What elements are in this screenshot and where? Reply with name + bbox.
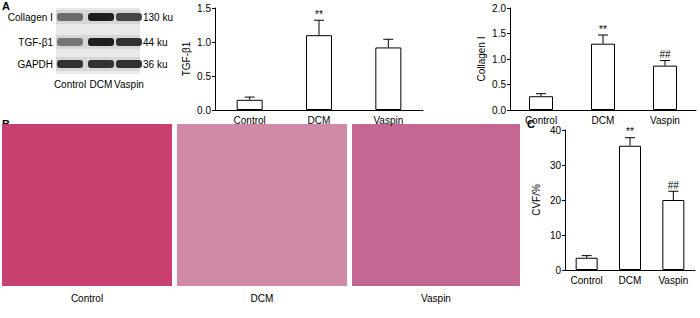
svg-text:**: ** [626, 126, 634, 137]
svg-text:0: 0 [555, 265, 561, 276]
svg-text:Control: Control [54, 79, 86, 90]
svg-text:Control: Control [234, 115, 266, 126]
svg-text:44 ku: 44 ku [143, 37, 167, 48]
svg-text:A: A [2, 0, 10, 12]
svg-text:0.5: 0.5 [492, 79, 506, 90]
svg-text:10: 10 [550, 230, 562, 241]
svg-text:Vaspin: Vaspin [650, 115, 680, 126]
svg-text:2.0: 2.0 [492, 3, 506, 14]
svg-text:CVF/%: CVF/% [531, 184, 542, 216]
svg-text:Collagen Ⅰ: Collagen Ⅰ [8, 12, 53, 23]
svg-text:##: ## [668, 180, 680, 191]
svg-text:DCM: DCM [251, 293, 274, 304]
svg-text:DCM: DCM [308, 115, 331, 126]
svg-text:DCM: DCM [90, 79, 113, 90]
svg-text:Control: Control [71, 293, 103, 304]
svg-text:0.0: 0.0 [492, 105, 506, 116]
svg-text:Vaspin: Vaspin [114, 79, 144, 90]
svg-text:1.5: 1.5 [492, 28, 506, 39]
svg-text:TGF-β1: TGF-β1 [181, 41, 192, 76]
svg-text:130 ku: 130 ku [143, 12, 173, 23]
svg-text:36 ku: 36 ku [143, 59, 167, 70]
svg-text:1.5: 1.5 [197, 3, 211, 14]
svg-text:DCM: DCM [592, 115, 615, 126]
svg-text:Collagen Ⅰ: Collagen Ⅰ [476, 36, 487, 81]
svg-text:GAPDH: GAPDH [17, 59, 53, 70]
svg-text:**: ** [315, 9, 323, 20]
svg-text:0.0: 0.0 [197, 105, 211, 116]
svg-text:Vaspin: Vaspin [421, 293, 451, 304]
svg-text:Control: Control [571, 275, 603, 286]
svg-text:1.0: 1.0 [197, 37, 211, 48]
svg-text:Vaspin: Vaspin [658, 275, 688, 286]
svg-text:TGF-β1: TGF-β1 [18, 37, 53, 48]
svg-text:20: 20 [550, 195, 562, 206]
svg-text:0.5: 0.5 [197, 71, 211, 82]
svg-text:##: ## [659, 49, 671, 60]
svg-text:Control: Control [525, 115, 557, 126]
svg-text:Vaspin: Vaspin [373, 115, 403, 126]
svg-text:30: 30 [550, 160, 562, 171]
svg-text:40: 40 [550, 125, 562, 136]
svg-text:1.0: 1.0 [492, 54, 506, 65]
svg-text:DCM: DCM [619, 275, 642, 286]
svg-text:**: ** [599, 24, 607, 35]
